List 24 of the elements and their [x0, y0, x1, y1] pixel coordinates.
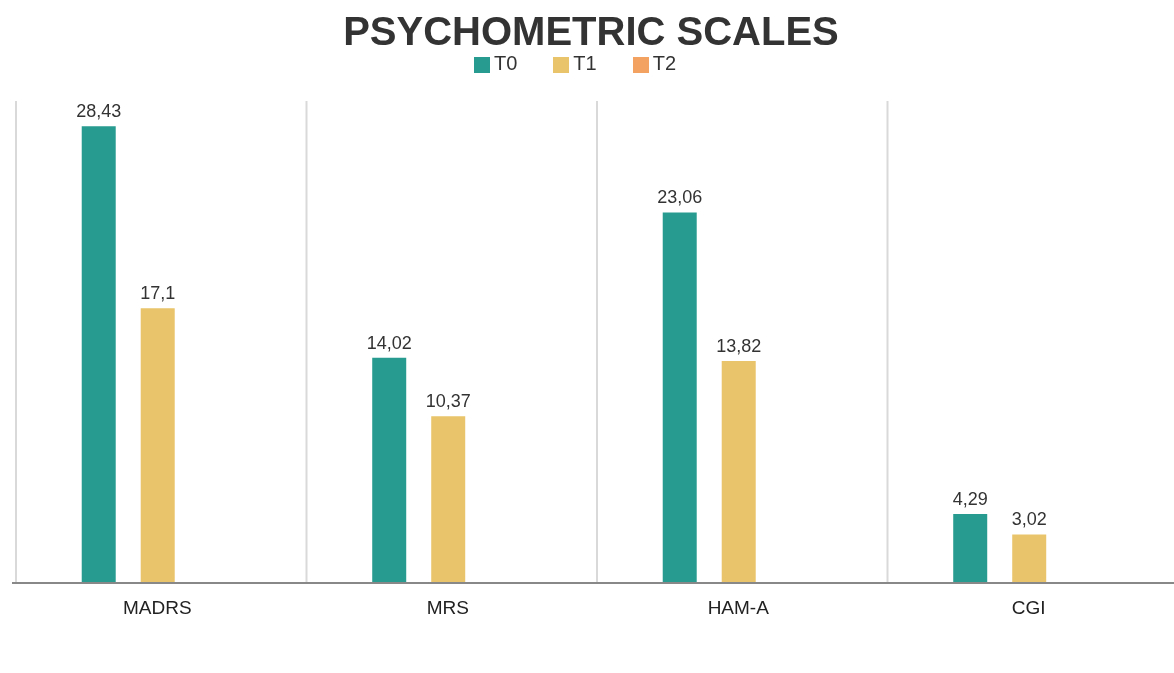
chart-title: PSYCHOMETRIC SCALES [342, 8, 840, 54]
data-label: 3,02 [1011, 509, 1047, 530]
bar [431, 416, 466, 583]
legend-label: T1 [573, 52, 597, 74]
bar [1012, 534, 1047, 583]
bar [953, 514, 988, 583]
legend-label: T2 [652, 52, 677, 74]
data-label: 4,29 [952, 489, 988, 510]
bar [662, 212, 697, 583]
legend-label: T0 [493, 52, 518, 74]
bar [721, 360, 756, 583]
bar [140, 308, 175, 583]
data-label: 17,1 [140, 283, 176, 304]
bar [81, 126, 116, 583]
bar [372, 357, 407, 583]
data-label: 13,82 [716, 335, 762, 356]
data-label: 28,43 [76, 101, 122, 122]
data-label: 10,37 [425, 391, 471, 412]
x-tick-label: MADRS [122, 597, 192, 619]
x-tick-label: HAM-A [707, 597, 770, 619]
data-label: 23,06 [657, 187, 703, 208]
data-label: 14,02 [366, 332, 412, 353]
x-tick-label: MRS [426, 597, 469, 619]
x-tick-label: CGI [1011, 597, 1046, 619]
